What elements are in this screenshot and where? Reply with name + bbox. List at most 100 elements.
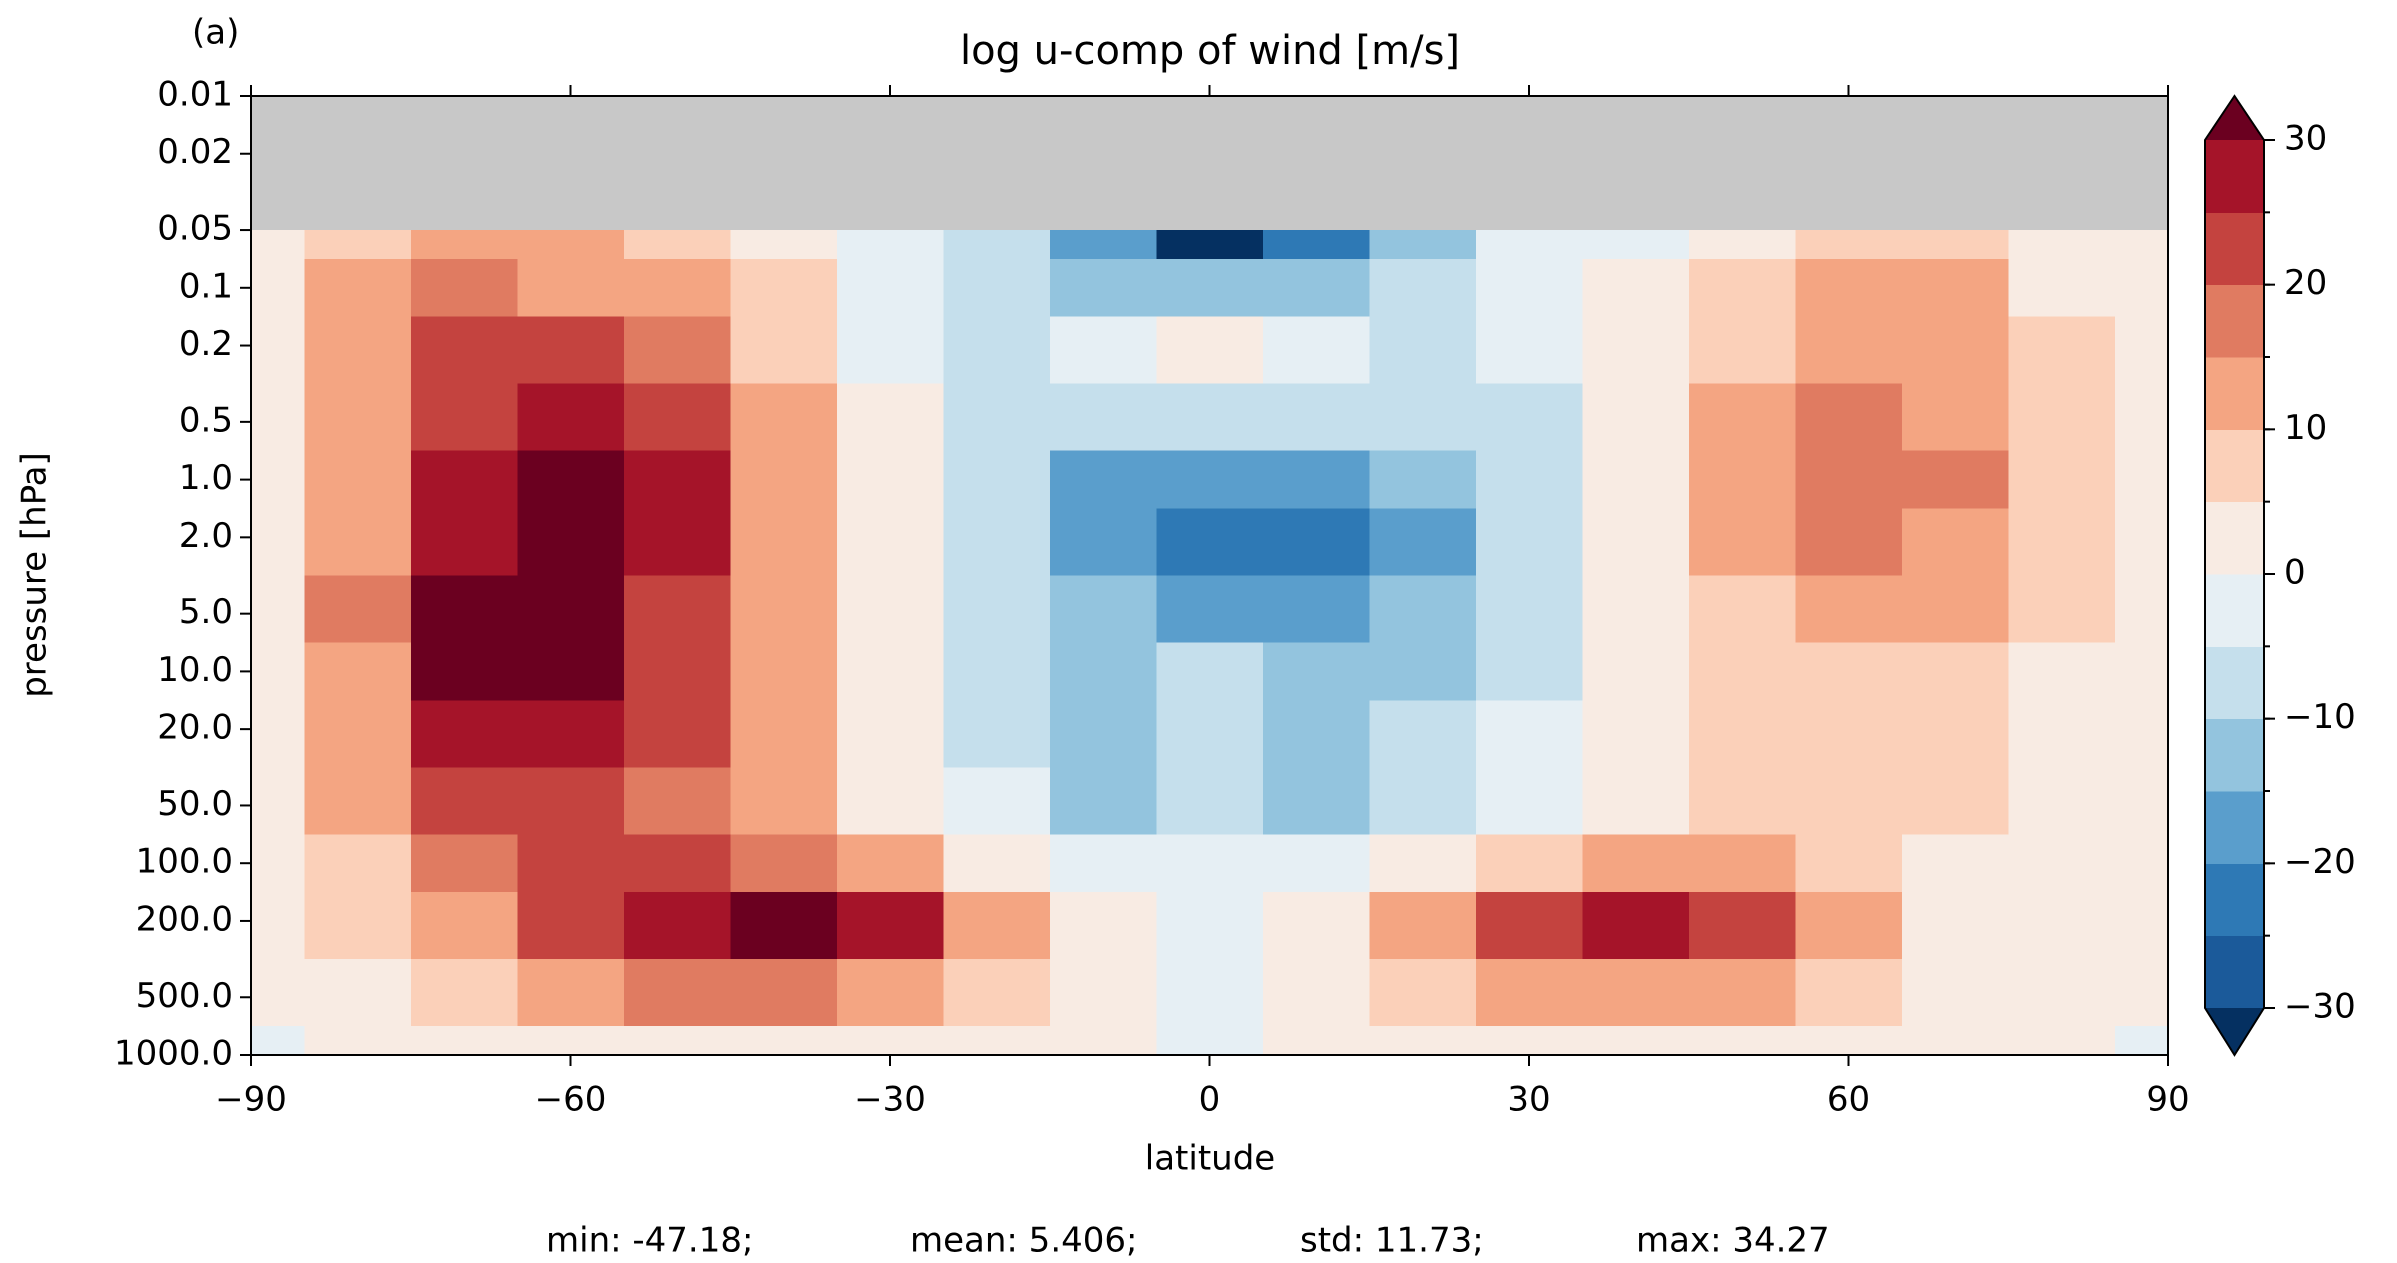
y-tick-label: 1.0 [179, 458, 233, 498]
contour-cell [1901, 508, 2009, 577]
contour-cell [517, 450, 625, 510]
contour-cell [1688, 892, 1796, 960]
contour-cell [943, 892, 1051, 960]
colorbar-band [2205, 140, 2264, 213]
contour-cell [1262, 450, 1370, 510]
contour-cell [1795, 575, 1903, 644]
contour-cell [517, 959, 625, 1027]
contour-cell [251, 383, 305, 452]
x-tick-label: −30 [854, 1080, 926, 1120]
contour-cell [2114, 316, 2169, 385]
panel-label: (a) [192, 13, 239, 53]
contour-cell [623, 959, 731, 1027]
contour-cell [836, 700, 944, 768]
contour-cell [410, 508, 518, 577]
contour-cell [517, 1026, 625, 1056]
y-tick-label: 10.0 [157, 650, 233, 690]
contour-cell [1901, 575, 2009, 644]
contour-cell [1156, 767, 1264, 835]
contour-cell [943, 575, 1051, 644]
contour-cell [623, 834, 731, 893]
contour-cell [1475, 892, 1583, 960]
contour-cell [1262, 767, 1370, 835]
contour-cell [1049, 959, 1157, 1027]
contour-cell [836, 508, 944, 577]
contour-cell [251, 1026, 305, 1056]
contour-cell [1369, 642, 1477, 701]
contour-cell [1582, 1026, 1690, 1056]
contour-cell [2008, 508, 2116, 577]
contour-cell [2114, 892, 2169, 960]
contour-cell [1369, 258, 1477, 318]
x-tick-label: 0 [1199, 1080, 1221, 1120]
contour-cell [836, 767, 944, 835]
contour-cell [1475, 767, 1583, 835]
contour-cell [1901, 700, 2009, 768]
contour-cell [623, 230, 731, 260]
contour-cell [2114, 767, 2169, 835]
contour-cell [1901, 258, 2009, 318]
colorbar-band [2205, 212, 2264, 286]
contour-cell [730, 959, 838, 1027]
contour-cell [1049, 834, 1157, 893]
contour-cell [623, 767, 731, 835]
contour-cell [1262, 575, 1370, 644]
contour-cell [1262, 383, 1370, 452]
contour-cell [251, 767, 305, 835]
contour-cell [2008, 450, 2116, 510]
contour-cell [1688, 642, 1796, 701]
contour-cell [304, 959, 412, 1027]
contour-cell [1049, 1026, 1157, 1056]
contour-cell [1582, 508, 1690, 577]
contour-cell [410, 642, 518, 701]
contour-cell [1369, 892, 1477, 960]
contour-cell [2008, 700, 2116, 768]
contour-cell [1582, 383, 1690, 452]
contour-cell [1901, 834, 2009, 893]
y-tick-label: 0.5 [179, 400, 233, 440]
chart-title: log u-comp of wind [m/s] [960, 28, 1460, 74]
contour-cell [943, 383, 1051, 452]
contour-cell [1688, 700, 1796, 768]
colorbar-band [2205, 284, 2264, 358]
contour-cell [1262, 230, 1370, 260]
contour-cell [1369, 316, 1477, 385]
colorbar-band [2205, 863, 2264, 937]
contour-cell [304, 642, 412, 701]
contour-cell [836, 258, 944, 318]
stat: mean: 5.406; [910, 1221, 1137, 1261]
contour-cell [1156, 258, 1264, 318]
contour-cell [1262, 642, 1370, 701]
colorbar-tick-label: 20 [2284, 263, 2327, 303]
contour-cell [2008, 959, 2116, 1027]
contour-cell [1262, 892, 1370, 960]
y-tick-label: 5.0 [179, 592, 233, 632]
contour-cell [1049, 575, 1157, 644]
contour-cell [943, 700, 1051, 768]
contour-cell [1901, 383, 2009, 452]
contour-cell [1795, 767, 1903, 835]
contour-cell [410, 258, 518, 318]
contour-cell [2114, 508, 2169, 577]
contour-cell [251, 508, 305, 577]
contour-cell [1475, 230, 1583, 260]
contour-cell [836, 575, 944, 644]
contour-cell [304, 767, 412, 835]
contour-cell [517, 892, 625, 960]
contour-cell [1475, 959, 1583, 1027]
contour-cell [2008, 383, 2116, 452]
contour-cell [1049, 316, 1157, 385]
contour-cell [2008, 230, 2116, 260]
contour-cell [730, 700, 838, 768]
contour-cell [304, 508, 412, 577]
contour-cell [1049, 700, 1157, 768]
contour-cell [836, 230, 944, 260]
contour-cell [2008, 258, 2116, 318]
contour-cell [304, 383, 412, 452]
contour-cell [1049, 892, 1157, 960]
colorbar-band [2205, 718, 2264, 792]
contour-cell [410, 230, 518, 260]
contour-cell [304, 700, 412, 768]
contour-cell [1156, 1026, 1264, 1056]
colorbar-band [2205, 501, 2264, 575]
